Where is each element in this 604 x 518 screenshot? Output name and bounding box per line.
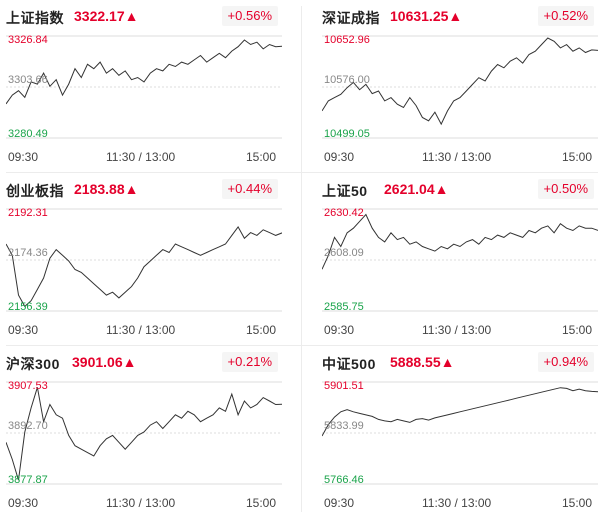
- y-high-label: 5901.51: [324, 380, 364, 392]
- x-label-mid: 11:30 / 13:00: [106, 496, 176, 510]
- index-price: 3322.17▲: [74, 8, 139, 24]
- x-label-mid: 11:30 / 13:00: [422, 150, 492, 164]
- panel-header[interactable]: 创业板指 2183.88▲ +0.44%: [6, 179, 282, 199]
- y-low-label: 10499.05: [324, 128, 370, 140]
- index-name: 上证50: [322, 183, 368, 199]
- index-price: 2183.88▲: [74, 181, 139, 197]
- y-mid-label: 10576.00: [324, 74, 370, 86]
- y-high-label: 3326.84: [8, 34, 48, 46]
- change-badge: +0.94%: [537, 352, 594, 372]
- index-price: 5888.55▲: [390, 354, 455, 370]
- y-low-label: 2156.39: [8, 301, 48, 313]
- price-line: [6, 387, 282, 481]
- index-name: 创业板指: [6, 183, 64, 199]
- panel-header[interactable]: 上证50 2621.04▲ +0.50%: [322, 179, 598, 199]
- index-panel-sse50[interactable]: 上证50 2621.04▲ +0.50% 2630.42 2608.09 258…: [322, 173, 604, 345]
- intraday-line-chart[interactable]: [322, 376, 598, 494]
- price-line: [6, 39, 282, 105]
- index-panel-sz-component[interactable]: 深证成指 10631.25▲ +0.52% 10652.96 10576.00 …: [322, 0, 604, 172]
- y-high-label: 3907.53: [8, 380, 48, 392]
- row-divider: [6, 345, 598, 346]
- change-badge: +0.44%: [221, 179, 278, 199]
- x-label-open: 09:30: [324, 323, 355, 337]
- intraday-line-chart[interactable]: [322, 30, 598, 148]
- price-line: [6, 225, 282, 308]
- change-badge: +0.50%: [537, 179, 594, 199]
- panel-header[interactable]: 沪深300 3901.06▲ +0.21%: [6, 352, 282, 372]
- price-line: [322, 213, 598, 270]
- y-mid-label: 2174.36: [8, 247, 48, 259]
- y-high-label: 2630.42: [324, 207, 364, 219]
- intraday-line-chart[interactable]: [6, 30, 282, 148]
- x-label-open: 09:30: [8, 150, 39, 164]
- x-label-mid: 11:30 / 13:00: [106, 323, 176, 337]
- x-label-open: 09:30: [8, 496, 39, 510]
- x-label-mid: 11:30 / 13:00: [422, 496, 492, 510]
- panel-header[interactable]: 上证指数 3322.17▲ +0.56%: [6, 6, 282, 26]
- x-label-open: 09:30: [8, 323, 39, 337]
- x-label-close: 15:00: [562, 150, 593, 164]
- x-label-mid: 11:30 / 13:00: [422, 323, 492, 337]
- panel-header[interactable]: 中证500 5888.55▲ +0.94%: [322, 352, 598, 372]
- index-panel-chinext[interactable]: 创业板指 2183.88▲ +0.44% 2192.31 2174.36 215…: [6, 173, 288, 345]
- intraday-line-chart[interactable]: [322, 203, 598, 321]
- price-line: [322, 387, 598, 437]
- panel-header[interactable]: 深证成指 10631.25▲ +0.52%: [322, 6, 598, 26]
- x-label-close: 15:00: [246, 150, 277, 164]
- index-price: 10631.25▲: [390, 8, 463, 24]
- index-name: 上证指数: [6, 10, 64, 26]
- index-price: 3901.06▲: [72, 354, 137, 370]
- change-badge: +0.21%: [221, 352, 278, 372]
- x-label-close: 15:00: [562, 323, 593, 337]
- y-mid-label: 5833.99: [324, 420, 364, 432]
- y-high-label: 2192.31: [8, 207, 48, 219]
- y-low-label: 2585.75: [324, 301, 364, 313]
- y-low-label: 3877.87: [8, 474, 48, 486]
- change-badge: +0.56%: [221, 6, 278, 26]
- index-name: 沪深300: [6, 356, 60, 372]
- y-mid-label: 3303.66: [8, 74, 48, 86]
- x-label-mid: 11:30 / 13:00: [106, 150, 176, 164]
- index-panel-sh-composite[interactable]: 上证指数 3322.17▲ +0.56% 3326.84 3303.66 328…: [6, 0, 288, 172]
- y-mid-label: 2608.09: [324, 247, 364, 259]
- y-low-label: 5766.46: [324, 474, 364, 486]
- y-high-label: 10652.96: [324, 34, 370, 46]
- index-panel-csi300[interactable]: 沪深300 3901.06▲ +0.21% 3907.53 3892.70 38…: [6, 346, 288, 518]
- change-badge: +0.52%: [537, 6, 594, 26]
- y-mid-label: 3892.70: [8, 420, 48, 432]
- index-name: 深证成指: [322, 10, 380, 26]
- index-price: 2621.04▲: [384, 181, 449, 197]
- intraday-line-chart[interactable]: [6, 376, 282, 494]
- price-line: [322, 37, 598, 126]
- column-divider: [301, 6, 302, 512]
- x-label-close: 15:00: [246, 496, 277, 510]
- index-name: 中证500: [322, 356, 376, 372]
- x-label-close: 15:00: [246, 323, 277, 337]
- row-divider: [6, 172, 598, 173]
- x-label-open: 09:30: [324, 150, 355, 164]
- index-panel-csi500[interactable]: 中证500 5888.55▲ +0.94% 5901.51 5833.99 57…: [322, 346, 604, 518]
- x-label-close: 15:00: [562, 496, 593, 510]
- intraday-line-chart[interactable]: [6, 203, 282, 321]
- y-low-label: 3280.49: [8, 128, 48, 140]
- x-label-open: 09:30: [324, 496, 355, 510]
